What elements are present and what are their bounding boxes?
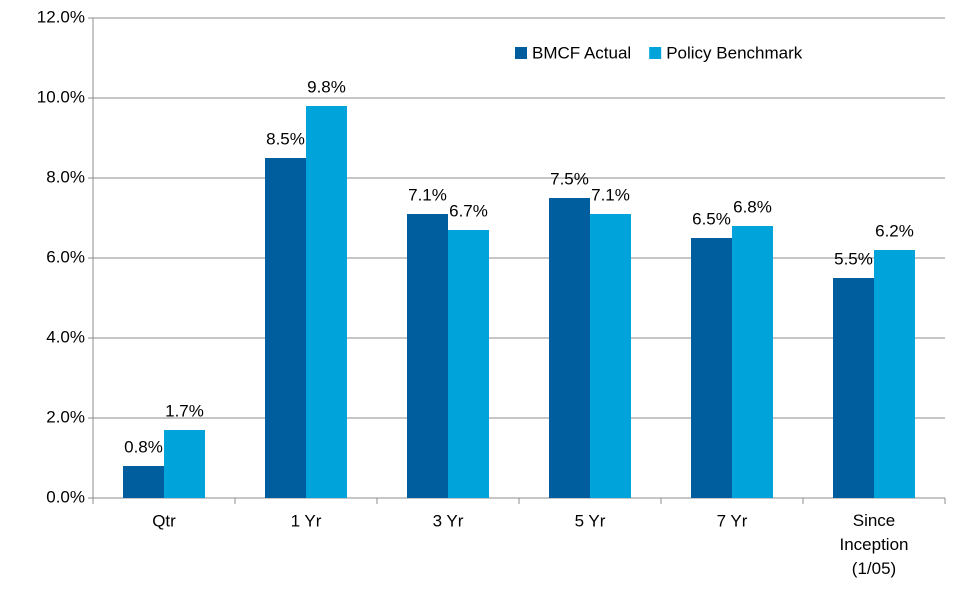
bar [448,230,489,498]
bar [549,198,590,498]
legend-swatch [515,47,527,59]
y-tick-label: 2.0% [46,407,85,426]
legend-label: BMCF Actual [532,43,631,62]
y-tick-label: 4.0% [46,327,85,346]
x-tick-label: 5 Yr [575,511,606,530]
data-label: 6.8% [733,197,772,216]
legend-swatch [649,47,662,59]
data-label: 7.1% [591,185,630,204]
y-tick-label: 12.0% [37,7,85,26]
bar [732,226,773,498]
bar [833,278,874,498]
data-label: 0.8% [124,437,163,456]
bar [164,430,205,498]
data-label: 6.2% [875,221,914,240]
y-tick-label: 0.0% [46,487,85,506]
data-label: 7.1% [408,185,447,204]
bar [265,158,306,498]
y-tick-label: 10.0% [37,87,85,106]
legend-label: Policy Benchmark [666,43,803,62]
bar [590,214,631,498]
x-tick-label: 1 Yr [291,511,322,530]
data-label: 8.5% [266,129,305,148]
data-label: 7.5% [550,169,589,188]
x-tick-label: 3 Yr [433,511,464,530]
y-tick-label: 6.0% [46,247,85,266]
bar [874,250,915,498]
x-tick-label: Qtr [152,511,176,530]
x-tick-label: 7 Yr [717,511,748,530]
data-label: 6.5% [692,209,731,228]
data-label: 1.7% [165,401,204,420]
data-label: 9.8% [307,77,346,96]
bar [123,466,164,498]
x-tick-label: Since Inception (1/05) [840,511,909,578]
bar [407,214,448,498]
bar [691,238,732,498]
data-label: 5.5% [834,249,873,268]
y-tick-label: 8.0% [46,167,85,186]
bar [306,106,347,498]
data-label: 6.7% [449,201,488,220]
